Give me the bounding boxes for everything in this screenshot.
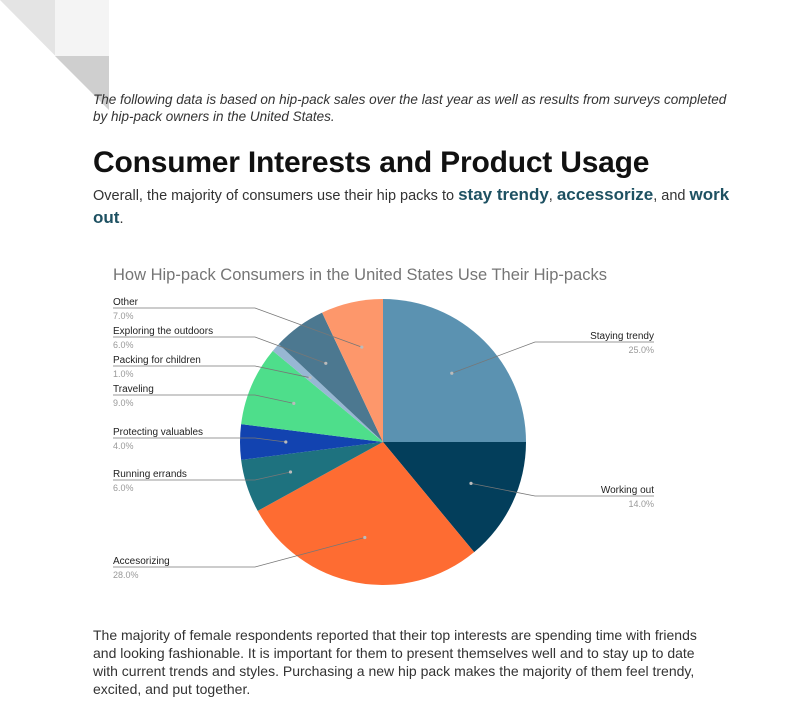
highlight-stay-trendy: stay trendy	[458, 185, 549, 204]
slice-label: Accesorizing	[113, 556, 170, 567]
page-title: Consumer Interests and Product Usage	[93, 146, 650, 179]
leader-line	[451, 341, 654, 374]
pie-slice-staying-trendy	[383, 299, 526, 442]
leader-dot	[450, 371, 454, 375]
leader-dot	[292, 401, 296, 405]
pie-slice-other	[322, 299, 383, 442]
slice-label: Packing for children	[113, 355, 201, 366]
leader-line	[113, 336, 326, 364]
leader-dot	[308, 376, 312, 380]
pie-slice-traveling	[241, 350, 383, 442]
slice-label: Running errands	[113, 469, 187, 480]
pie-slice-packing-for-children	[272, 344, 383, 442]
summary-text: Overall, the majority of consumers use t…	[93, 184, 733, 230]
leader-line	[113, 471, 291, 481]
slice-percent-label: 14.0%	[628, 499, 654, 509]
leader-line	[470, 483, 654, 497]
pie-slice-running-errands	[241, 442, 383, 511]
slice-label: Staying trendy	[590, 331, 654, 342]
pie-chart-svg: Staying trendy 25.0% Working out 14.0% Acces…	[113, 297, 654, 585]
highlight-accessorize: accessorize	[556, 185, 654, 204]
intro-text: The following data is based on hip-pack …	[93, 92, 727, 124]
slice-percent-label: 9.0%	[113, 398, 134, 408]
leader-line	[113, 307, 362, 348]
slice-percent-label: 4.0%	[113, 441, 134, 451]
slice-label: Exploring the outdoors	[113, 326, 213, 337]
slice-percent-label: 7.0%	[113, 311, 134, 321]
leader-dot	[469, 481, 473, 485]
leader-dot	[288, 470, 293, 474]
highlight-work-out: work out	[93, 185, 730, 227]
pie-slice-accesorizing	[257, 442, 475, 585]
summary-sep-2: , and	[653, 188, 690, 204]
leader-dot	[360, 345, 364, 349]
leader-line	[113, 437, 286, 443]
chart-title: How Hip-pack Consumers in the United Sta…	[113, 266, 607, 284]
leader-line	[113, 394, 294, 404]
summary-end: .	[119, 211, 124, 227]
slice-percent-label: 28.0%	[113, 570, 139, 580]
pie-slice-exploring-the-outdoors	[278, 312, 383, 442]
pie-chart: How Hip-pack Consumers in the United Sta…	[95, 258, 685, 598]
slice-label: Traveling	[113, 384, 154, 395]
page-corner-decoration	[0, 0, 109, 110]
summary-sep-1: ,	[548, 188, 557, 204]
leader-dot	[284, 440, 288, 444]
leader-dot	[363, 535, 367, 540]
leader-line	[113, 537, 365, 568]
slice-label: Protecting valuables	[113, 427, 203, 438]
pie-slice-working-out	[383, 442, 526, 553]
closing-text: The majority of female respondents repor…	[93, 627, 697, 697]
leader-line	[113, 365, 311, 379]
slice-percent-label: 1.0%	[113, 369, 134, 379]
leader-dot	[324, 361, 328, 365]
slice-label: Other	[113, 297, 139, 308]
slice-label: Working out	[601, 485, 654, 496]
slice-percent-label: 6.0%	[113, 483, 134, 493]
slice-percent-label: 25.0%	[628, 345, 654, 355]
summary-lead: Overall, the majority of consumers use t…	[93, 188, 459, 204]
pie-slice-protecting-valuables	[240, 424, 383, 460]
slice-percent-label: 6.0%	[113, 340, 134, 350]
